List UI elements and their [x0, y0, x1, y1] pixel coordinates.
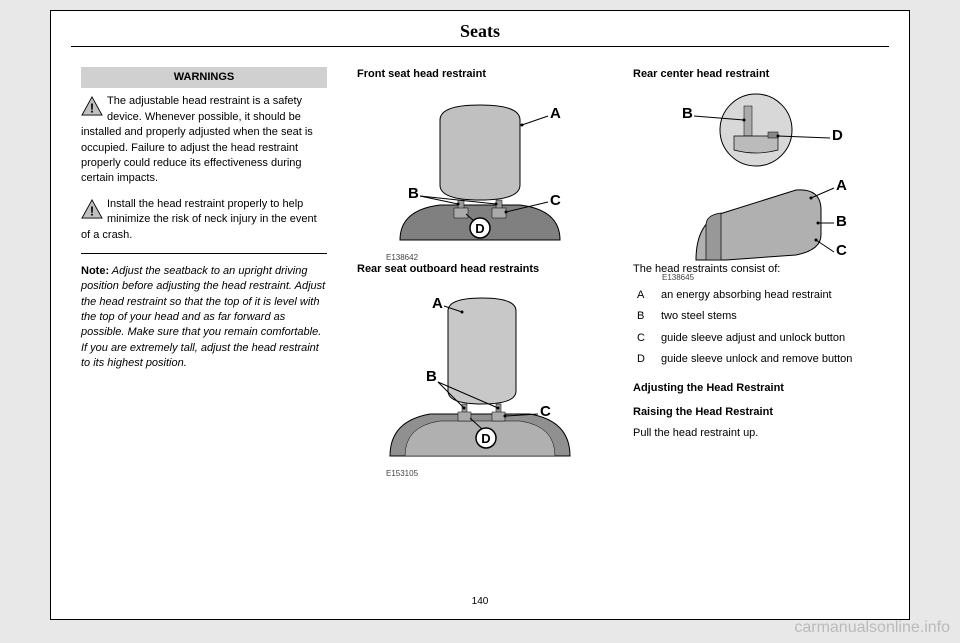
warning-block-2: ! Install the head restraint properly to… — [81, 197, 327, 243]
svg-text:B: B — [682, 105, 693, 122]
svg-text:!: ! — [90, 203, 94, 218]
warning-text-2: Install the head restraint properly to h… — [81, 198, 317, 241]
figure-rear-outboard: D A B C E153105 — [370, 286, 590, 446]
adjusting-heading: Adjusting the Head Restraint — [633, 381, 879, 396]
warnings-divider — [81, 253, 327, 254]
svg-text:B: B — [408, 185, 419, 202]
component-row: A an energy absorbing head restraint — [637, 288, 879, 303]
page-title: Seats — [51, 11, 909, 46]
svg-text:!: ! — [90, 101, 94, 116]
svg-text:D: D — [475, 221, 484, 236]
component-row: C guide sleeve adjust and unlock button — [637, 331, 879, 346]
component-row: B two steel stems — [637, 309, 879, 324]
component-desc: guide sleeve adjust and unlock button — [661, 331, 879, 346]
warning-icon: ! — [81, 199, 103, 219]
column-2: Front seat head restraint D — [357, 67, 603, 458]
svg-text:A: A — [432, 295, 443, 312]
watermark: carmanualsonline.info — [794, 619, 950, 637]
component-list: A an energy absorbing head restraint B t… — [637, 288, 879, 368]
front-seat-heading: Front seat head restraint — [357, 67, 603, 82]
svg-text:A: A — [550, 105, 561, 122]
note-label: Note: — [81, 265, 109, 277]
figure-front-headrestraint: D A B C E138642 — [370, 90, 590, 250]
component-desc: two steel stems — [661, 309, 879, 324]
svg-text:D: D — [832, 127, 843, 144]
content-columns: WARNINGS ! The adjustable head restraint… — [51, 47, 909, 468]
warning-text-1: The adjustable head restraint is a safet… — [81, 95, 313, 184]
component-desc: an energy absorbing head restraint — [661, 288, 879, 303]
warning-block-1: ! The adjustable head restraint is a saf… — [81, 94, 327, 186]
warning-icon: ! — [81, 96, 103, 116]
figure-code-3: E138645 — [662, 272, 866, 283]
svg-text:C: C — [550, 192, 561, 209]
rear-center-heading: Rear center head restraint — [633, 67, 879, 82]
figure-code-1: E138642 — [386, 252, 590, 263]
svg-text:C: C — [540, 403, 551, 420]
svg-text:A: A — [836, 177, 847, 194]
page-number: 140 — [51, 596, 909, 607]
note-body: Adjust the seatback to an upright drivin… — [81, 265, 325, 369]
component-letter: C — [637, 331, 661, 346]
svg-text:B: B — [426, 368, 437, 385]
figure-code-2: E153105 — [386, 468, 590, 479]
note-paragraph: Note: Adjust the seatback to an upright … — [81, 264, 327, 372]
rear-outboard-heading: Rear seat outboard head restraints — [357, 262, 603, 277]
component-row: D guide sleeve unlock and remove button — [637, 352, 879, 367]
manual-page: Seats WARNINGS ! The adjustable head res… — [50, 10, 910, 620]
component-letter: A — [637, 288, 661, 303]
raising-body: Pull the head restraint up. — [633, 426, 879, 441]
raising-heading: Raising the Head Restraint — [633, 405, 879, 420]
component-desc: guide sleeve unlock and remove button — [661, 352, 879, 367]
svg-text:B: B — [836, 213, 847, 230]
figure-rear-center: B D A B — [646, 90, 866, 250]
column-3: Rear center head restraint B D — [633, 67, 879, 458]
column-1: WARNINGS ! The adjustable head restraint… — [81, 67, 327, 458]
component-letter: B — [637, 309, 661, 324]
warnings-header: WARNINGS — [81, 67, 327, 88]
svg-text:C: C — [836, 242, 847, 259]
component-letter: D — [637, 352, 661, 367]
svg-text:D: D — [481, 431, 490, 446]
